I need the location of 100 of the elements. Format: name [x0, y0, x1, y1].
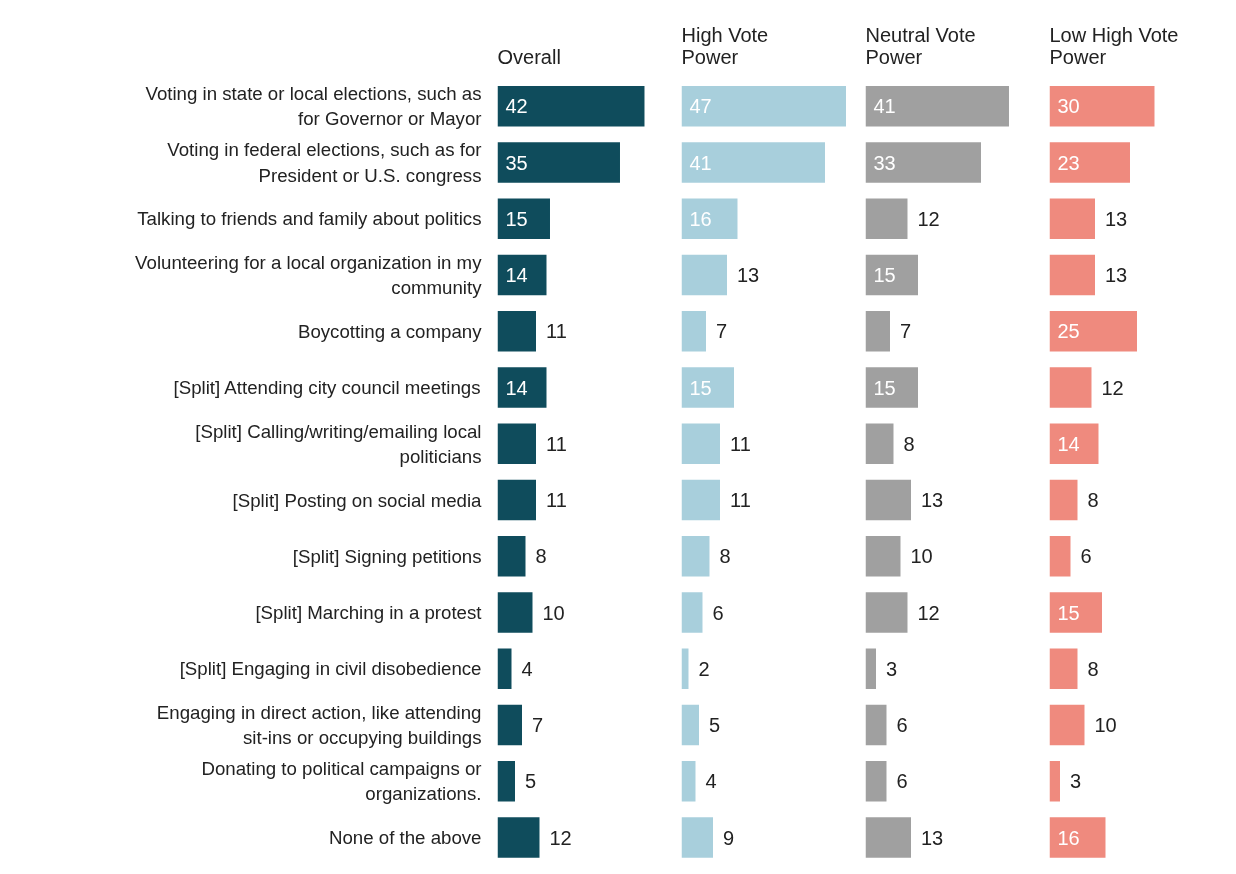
y-tick-label: [Split] Posting on social media: [232, 489, 483, 511]
bar: [1049, 648, 1078, 690]
data-label: 11: [546, 489, 567, 512]
bar: [865, 254, 918, 296]
bar: [681, 817, 713, 858]
bar: [865, 142, 981, 183]
y-tick-label: [Split] Engaging in civil disobedience: [179, 658, 482, 680]
bar: [681, 311, 706, 352]
data-label: 8: [1087, 657, 1099, 680]
bar: [865, 592, 908, 633]
data-label: 3: [886, 657, 898, 680]
bar: [865, 86, 1009, 127]
data-label: 11: [546, 432, 567, 455]
bar: [865, 536, 901, 577]
data-label: 5: [709, 714, 721, 737]
data-label: 11: [546, 320, 567, 343]
data-label: 13: [921, 489, 944, 512]
data-label: 2: [698, 657, 710, 680]
bar: [497, 704, 522, 746]
bar: [497, 198, 550, 240]
data-label: 13: [737, 264, 760, 287]
bar: [681, 761, 696, 802]
data-label: 16: [689, 207, 712, 230]
data-label: 14: [1057, 432, 1080, 455]
y-tick-label: Boycotting a company: [297, 320, 483, 342]
data-label: 12: [917, 601, 940, 624]
data-label: 13: [921, 826, 944, 849]
bar: [497, 592, 533, 633]
data-label: 14: [505, 376, 528, 399]
bar: [865, 817, 911, 858]
y-tick-label: None of the above: [329, 827, 482, 849]
data-label: 10: [542, 601, 565, 624]
bar: [1049, 704, 1085, 746]
bar: [865, 198, 908, 240]
data-label: 10: [1094, 714, 1117, 737]
y-tick-label: Donating to political campaigns or organizations.: [201, 758, 482, 805]
bar: [1049, 142, 1130, 183]
bar: [1049, 479, 1078, 521]
data-label: 14: [505, 264, 528, 287]
data-label: 42: [505, 95, 528, 118]
bar: [681, 536, 710, 577]
y-tick-label: [Split] Signing petitions: [292, 545, 482, 567]
chart-title: Overall: [497, 45, 561, 68]
bar: [1049, 592, 1102, 633]
bar: [865, 761, 887, 802]
bar: [681, 198, 738, 240]
bar: [865, 704, 887, 746]
bar: [1049, 367, 1092, 408]
bar: [681, 592, 703, 633]
bar: [681, 479, 720, 521]
data-label: 10: [910, 545, 933, 568]
bar: [497, 311, 536, 352]
bar: [497, 423, 536, 465]
bar: [681, 86, 846, 127]
data-label: 15: [689, 376, 712, 399]
data-label: 7: [900, 320, 912, 343]
data-label: 41: [689, 151, 712, 174]
chart-title: Low High Vote Power: [1049, 23, 1179, 68]
data-label: 12: [1101, 376, 1124, 399]
y-tick-label: [Split] Calling/writing/emailing local politicians: [195, 420, 482, 467]
data-label: 7: [532, 714, 544, 737]
bar: [497, 142, 620, 183]
bar: [497, 761, 515, 802]
bar: [497, 817, 540, 858]
data-label: 12: [549, 826, 572, 849]
y-tick-label: Engaging in direct action, like attending sit-ins or occupying buildings: [156, 701, 482, 749]
data-label: 16: [1057, 826, 1080, 849]
data-label: 13: [1105, 264, 1128, 287]
data-label: 4: [705, 770, 717, 793]
data-label: 8: [903, 432, 915, 455]
bar: [681, 142, 825, 183]
bar: [1049, 198, 1095, 240]
data-label: 23: [1057, 151, 1080, 174]
data-label: 11: [730, 432, 751, 455]
y-tick-label: Voting in state or local elections, such as for Governor or Mayor: [145, 83, 482, 130]
data-label: 15: [505, 207, 528, 230]
y-tick-label: Volunteering for a local organization in my community: [135, 251, 483, 299]
bar: [1049, 254, 1095, 296]
bar: [497, 367, 547, 408]
data-label: 15: [873, 376, 896, 399]
bar: [1049, 817, 1106, 858]
data-label: 12: [917, 207, 940, 230]
bar: [681, 423, 720, 465]
data-label: 6: [712, 601, 724, 624]
bar: [497, 648, 512, 690]
y-tick-label: [Split] Marching in a protest: [255, 602, 483, 624]
bar: [865, 648, 876, 690]
data-label: 47: [689, 95, 712, 118]
bar: [681, 704, 699, 746]
y-tick-label: Voting in federal elections, such as for President or U.S. congress: [167, 139, 482, 186]
data-label: 5: [525, 770, 537, 793]
data-label: 35: [505, 151, 528, 174]
y-tick-label: Talking to friends and family about politics: [137, 208, 482, 230]
bar: [1049, 536, 1071, 577]
bar: [1049, 761, 1060, 802]
data-label: 30: [1057, 95, 1080, 118]
data-label: 41: [873, 95, 896, 118]
data-label: 8: [719, 545, 731, 568]
data-label: 6: [1080, 545, 1092, 568]
data-label: 4: [521, 657, 533, 680]
